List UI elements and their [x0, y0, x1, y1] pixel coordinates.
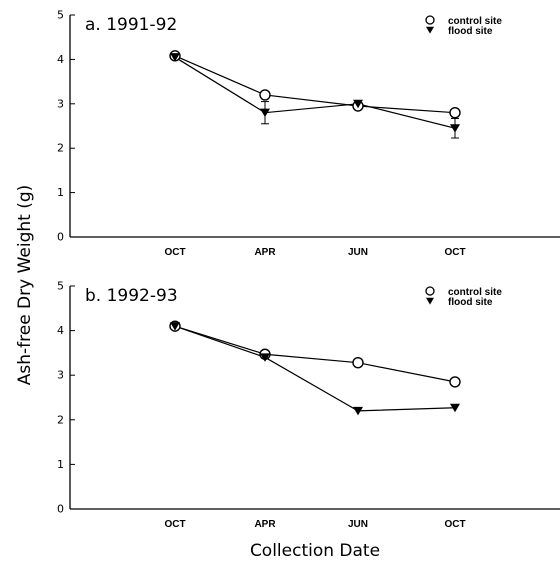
- series-line: [174, 55, 456, 114]
- series-line: [174, 325, 456, 412]
- panel-title: b. 1992-93: [85, 286, 178, 306]
- y-tick-label: 1: [57, 458, 64, 471]
- chart-panel: 0 1 2 3 4 5 OCT APR JUN OCT a. 1991-92 control site…: [57, 9, 560, 258]
- y-tick-label: 4: [57, 53, 64, 66]
- x-tick-label: JUN: [348, 247, 368, 258]
- legend-marker-control: [425, 15, 435, 25]
- legend-marker-flood: [426, 26, 434, 34]
- y-tick-label: 0: [57, 503, 64, 516]
- x-axis-label: Collection Date: [250, 541, 380, 561]
- x-tick-label: APR: [254, 247, 276, 258]
- data-point-flood: [260, 353, 270, 362]
- chart-panels: 0 1 2 3 4 5 OCT APR JUN OCT a. 1991-92 control site…: [57, 9, 560, 530]
- y-tick-label: 5: [57, 280, 64, 293]
- chart-panel: 0 1 2 3 4 5 OCT APR JUN OCT b. 1992-93 control site…: [57, 280, 560, 530]
- legend-label: control site: [448, 287, 502, 298]
- legend-label: flood site: [448, 297, 493, 308]
- data-point-flood: [260, 108, 270, 118]
- data-point-control: [259, 89, 271, 101]
- x-tick-label: JUN: [348, 519, 368, 530]
- data-point-control: [352, 357, 364, 369]
- series-line: [174, 56, 456, 129]
- y-axis-label: Ash-free Dry Weight (g): [15, 185, 35, 386]
- y-tick-label: 5: [57, 9, 64, 22]
- y-tick-label: 3: [57, 369, 64, 382]
- data-point-flood: [450, 124, 460, 133]
- data-point-flood: [170, 322, 180, 331]
- data-point-flood: [170, 53, 180, 62]
- x-tick-label: APR: [254, 519, 276, 530]
- y-tick-label: 4: [57, 324, 64, 337]
- legend-label: control site: [448, 16, 502, 27]
- x-tick-label: OCT: [444, 247, 465, 258]
- y-tick-label: 1: [57, 186, 64, 199]
- data-point-flood: [450, 403, 460, 413]
- panel-title: a. 1991-92: [85, 15, 177, 35]
- x-tick-label: OCT: [444, 519, 465, 530]
- y-tick-label: 2: [57, 413, 64, 426]
- legend-label: flood site: [448, 26, 493, 37]
- legend-marker-control: [425, 286, 435, 296]
- data-point-control: [449, 376, 461, 388]
- x-tick-label: OCT: [164, 519, 185, 530]
- data-point-flood: [353, 99, 363, 109]
- data-point-flood: [353, 406, 363, 416]
- data-point-control: [449, 106, 461, 119]
- y-tick-label: 2: [57, 142, 64, 155]
- y-tick-label: 3: [57, 97, 64, 110]
- legend-marker-flood: [426, 297, 434, 305]
- x-tick-label: OCT: [164, 247, 185, 258]
- y-tick-label: 0: [57, 231, 64, 244]
- series-line: [174, 325, 456, 383]
